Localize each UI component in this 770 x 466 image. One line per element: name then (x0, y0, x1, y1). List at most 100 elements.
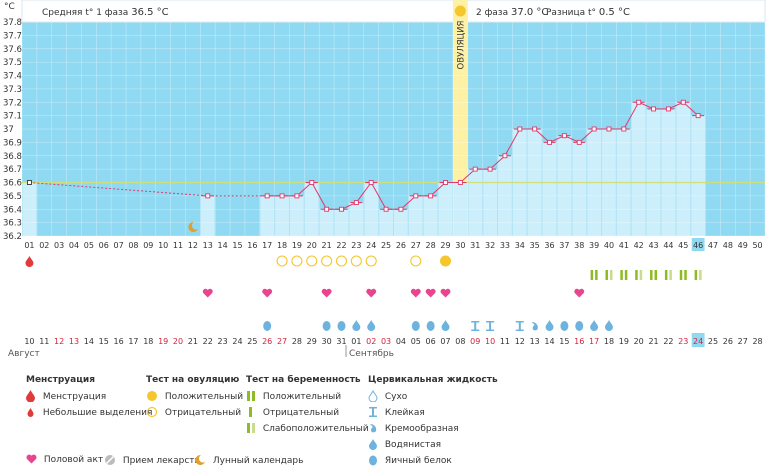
legend-cervical-watery-item: Водянистая (368, 438, 441, 450)
temp-point (695, 113, 701, 119)
y-unit-label: °C (4, 2, 15, 12)
cervical-egg-white-marker (560, 321, 569, 331)
cycle-day-label: 30 (455, 241, 465, 250)
temp-bar (275, 195, 289, 236)
legend-ovulation-negative-item: Отрицательный (146, 406, 241, 418)
cervical-watery-marker (590, 320, 599, 331)
date-label: 22 (203, 337, 213, 346)
date-label: 26 (262, 337, 272, 346)
sticky-icon (369, 407, 377, 417)
date-label: 13 (530, 337, 540, 346)
date-label: 26 (723, 337, 733, 346)
temp-bar (468, 169, 483, 236)
legend-pregnancy-weak-item: Слабоположительный (246, 422, 369, 434)
y-tick-label: 37.8 (3, 18, 22, 28)
x-axis-dates: 10 11 12 13 14 15 16 17 18 19 20 21 22 23 24 25 26 27 28 29… (24, 333, 763, 347)
ovulation-test-negative-marker (350, 255, 362, 267)
cycle-day-label: 21 (322, 241, 332, 250)
date-label: 07 (440, 337, 450, 346)
date-label: 31 (336, 337, 346, 346)
temp-point (576, 139, 582, 145)
y-tick-label: 37.6 (3, 45, 22, 55)
y-tick-label: 37.3 (3, 85, 22, 95)
date-label: 12 (54, 337, 64, 346)
cycle-day-label: 24 (366, 241, 376, 250)
legend-medicine-item: Прием лекарств (104, 454, 200, 466)
heart-icon (26, 454, 37, 464)
cervical-sticky-marker (471, 321, 480, 331)
legend-ovulation-negative-label: Отрицательный (164, 407, 242, 418)
cervical-watery-marker (352, 320, 361, 331)
date-label: 10 (24, 337, 34, 346)
legend-pregnancy-negative-label: Отрицательный (262, 407, 340, 418)
cycle-day-label: 36 (544, 241, 554, 250)
cycle-day-label: 11 (173, 241, 183, 250)
cycle-day-label: 13 (203, 241, 213, 250)
temp-point (205, 193, 211, 199)
date-label: 01 (351, 337, 361, 346)
temp-line-segment (489, 155, 506, 170)
cycle-day-label: 23 (351, 241, 361, 250)
legend-spotting-item: Небольшие выделения (26, 406, 152, 418)
cervical-egg-white-marker (263, 321, 272, 331)
cycle-day-label: 01 (24, 241, 34, 250)
date-label: 18 (143, 337, 153, 346)
month-september: Сентябрь (349, 349, 394, 359)
cycle-day-label: 20 (307, 241, 317, 250)
date-label: 05 (411, 337, 421, 346)
cycle-day-label: 48 (723, 241, 733, 250)
cervical-watery-marker (367, 320, 376, 331)
y-tick-label: 36.4 (3, 205, 22, 215)
temp-bar (542, 142, 557, 236)
legend-menstruation-label: Менструация (42, 391, 107, 402)
pregnancy-test-marker (679, 270, 683, 280)
date-label: 25 (708, 337, 718, 346)
heart-marker (321, 288, 332, 298)
cycle-day-label: 07 (113, 241, 123, 250)
temp-line-segment (534, 128, 550, 143)
temp-point (472, 166, 478, 172)
ovulation-test-negative-marker (291, 255, 303, 267)
temp-line-segment (296, 182, 313, 197)
legend-cervical-egg-label: Яичный белок (384, 455, 452, 466)
pregnancy-test-marker (620, 270, 623, 280)
temp-point (680, 99, 686, 105)
cycle-day-label: 05 (84, 241, 94, 250)
legend-medicine-label: Прием лекарств (122, 455, 200, 466)
cervical-egg-white-marker (575, 321, 584, 331)
pregnancy-test-marker (694, 270, 698, 280)
temp-point (532, 126, 538, 132)
date-label: 15 (99, 337, 109, 346)
temp-bar (572, 142, 587, 236)
date-label: 22 (663, 337, 673, 346)
cervical-egg-white-marker (322, 321, 331, 331)
legend-pregnancy-weak-label: Слабоположительный (262, 423, 369, 434)
date-label: 27 (738, 337, 748, 346)
temp-line-segment (400, 195, 417, 210)
legend-cervical-watery-label: Водянистая (384, 439, 442, 450)
legend-cervical-creamy-label: Кремообразная (384, 423, 459, 434)
cycle-day-label: 10 (158, 241, 168, 250)
temp-point (487, 166, 493, 172)
cycle-day-label: 19 (292, 241, 302, 250)
cycle-day-label: 37 (559, 241, 569, 250)
pregnancy-test-marker (664, 270, 668, 280)
y-tick-label: 36.9 (3, 138, 22, 148)
temp-point (561, 133, 567, 139)
date-label: 25 (247, 337, 257, 346)
temp-bar (423, 195, 438, 236)
cycle-day-label: 34 (515, 241, 525, 250)
temp-line-segment (29, 182, 208, 197)
single-bar-icon (249, 407, 252, 417)
cycle-day-label: 42 (634, 241, 644, 250)
pregnancy-test-marker (609, 270, 613, 280)
legend-cervical-dry-item: Сухо (368, 389, 407, 403)
temp-point (651, 106, 656, 112)
cycle-day-label: 04 (69, 241, 79, 250)
temp-point (353, 200, 359, 206)
heart-marker (262, 288, 273, 298)
date-label: 30 (322, 337, 332, 346)
temperature-line (26, 99, 705, 212)
legend-pregnancy-positive-item: Положительный (246, 390, 341, 402)
date-label: 12 (515, 337, 525, 346)
